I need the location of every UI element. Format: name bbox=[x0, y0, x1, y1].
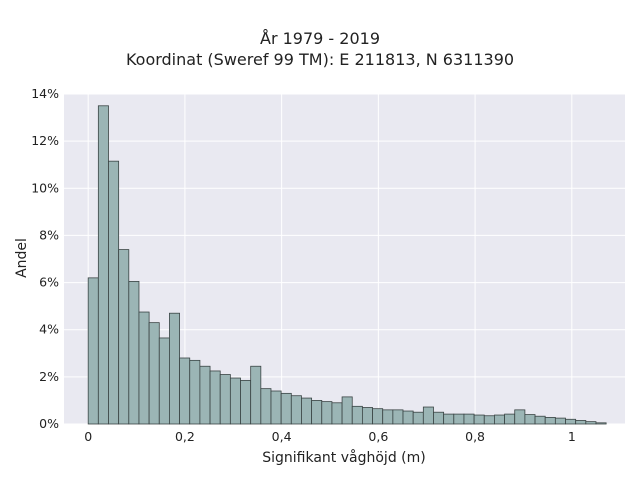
histogram-bar bbox=[351, 405, 363, 425]
histogram-bar bbox=[463, 413, 475, 425]
histogram-bar bbox=[514, 409, 526, 425]
histogram-bar bbox=[361, 407, 373, 425]
histogram-bar bbox=[402, 410, 414, 425]
histogram-bar bbox=[199, 365, 211, 425]
histogram-bar bbox=[534, 415, 546, 425]
histogram-bar bbox=[301, 397, 313, 425]
histogram-bar bbox=[595, 422, 607, 425]
histogram-bar bbox=[108, 160, 120, 425]
histogram-bar bbox=[473, 414, 485, 425]
histogram-bar bbox=[422, 406, 434, 425]
histogram-bar bbox=[290, 395, 302, 425]
histogram-bar bbox=[311, 400, 323, 425]
histogram-bar bbox=[179, 357, 191, 425]
histogram-bar bbox=[189, 359, 201, 425]
y-tick-label: 8% bbox=[39, 227, 59, 242]
histogram-bar bbox=[372, 408, 384, 425]
x-tick-label: 1 bbox=[568, 429, 576, 444]
histogram-bar bbox=[412, 411, 424, 425]
y-tick-label: 14% bbox=[31, 86, 59, 101]
histogram-bar bbox=[321, 401, 333, 425]
histogram-bar bbox=[494, 414, 505, 425]
histogram-bar bbox=[240, 379, 252, 425]
histogram-bar bbox=[524, 414, 536, 425]
histogram-bar bbox=[331, 402, 343, 425]
x-tick-label: 0,2 bbox=[175, 429, 195, 444]
histogram-bar bbox=[260, 388, 272, 425]
histogram-bar bbox=[341, 396, 353, 425]
y-tick-label: 12% bbox=[31, 133, 59, 148]
histogram-bar bbox=[250, 365, 262, 425]
histogram-bar bbox=[169, 312, 180, 425]
y-axis-label: Andel bbox=[14, 238, 30, 278]
histogram-bar bbox=[483, 415, 495, 425]
histogram-bar bbox=[97, 105, 109, 425]
histogram-bar bbox=[382, 409, 394, 425]
histogram-bar bbox=[229, 377, 241, 425]
histogram-bar bbox=[443, 413, 455, 425]
x-axis-ticks: 0 0,2 0,4 0,6 0,8 1 bbox=[84, 429, 576, 444]
histogram-bar bbox=[209, 370, 221, 425]
histogram-bar bbox=[392, 409, 404, 425]
histogram-bar bbox=[128, 280, 140, 425]
histogram-bar bbox=[565, 418, 577, 425]
histogram-bar bbox=[504, 413, 516, 425]
histogram-bar bbox=[87, 277, 99, 425]
histogram-bar bbox=[138, 311, 150, 425]
histogram-bar bbox=[158, 337, 170, 425]
histogram-bar bbox=[433, 411, 445, 425]
x-tick-label: 0,8 bbox=[465, 429, 485, 444]
histogram-bar bbox=[544, 416, 556, 425]
x-tick-label: 0,6 bbox=[368, 429, 388, 444]
y-tick-label: 4% bbox=[39, 322, 59, 337]
histogram-bar bbox=[118, 249, 130, 425]
x-axis-label: Signifikant våghöjd (m) bbox=[262, 449, 425, 466]
histogram-bar bbox=[585, 421, 597, 425]
bar-layer bbox=[87, 105, 607, 425]
histogram-bar bbox=[148, 322, 160, 425]
y-tick-label: 10% bbox=[31, 180, 59, 195]
x-tick-label: 0 bbox=[84, 429, 92, 444]
y-tick-label: 6% bbox=[39, 275, 59, 290]
histogram-bar bbox=[554, 417, 566, 425]
histogram-bar bbox=[453, 413, 465, 425]
histogram-bar bbox=[575, 420, 587, 425]
histogram-bar bbox=[280, 392, 292, 425]
x-tick-label: 0,4 bbox=[272, 429, 292, 444]
histogram-bar bbox=[219, 374, 231, 425]
chart-title: År 1979 - 2019 bbox=[260, 29, 380, 48]
histogram-bar bbox=[270, 390, 282, 425]
y-tick-label: 0% bbox=[39, 416, 59, 431]
y-axis-ticks: 0% 2% 4% 6% 8% 10% 12% 14% bbox=[31, 86, 59, 431]
chart-subtitle: Koordinat (Sweref 99 TM): E 211813, N 63… bbox=[125, 50, 515, 69]
y-tick-label: 2% bbox=[39, 369, 59, 384]
